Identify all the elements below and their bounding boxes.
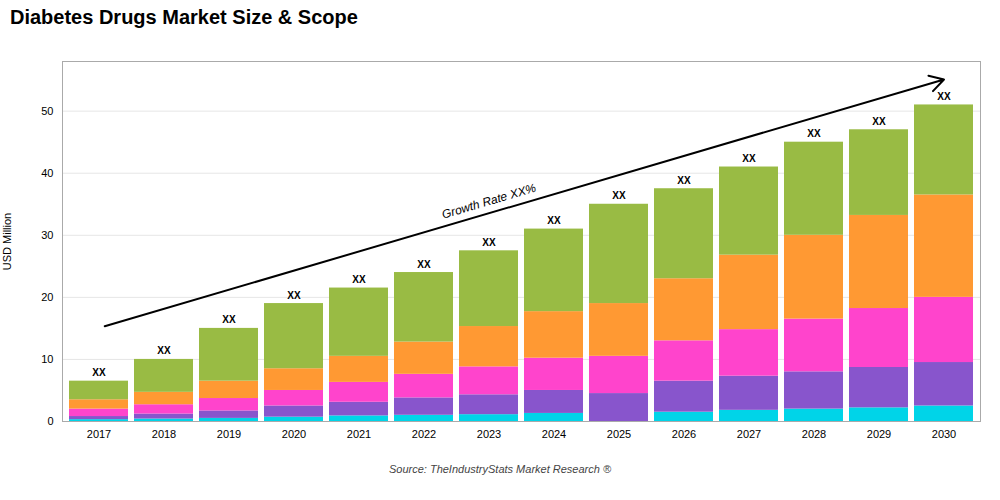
svg-text:20: 20 xyxy=(41,291,53,303)
svg-text:2028: 2028 xyxy=(802,428,826,440)
svg-text:2019: 2019 xyxy=(217,428,241,440)
svg-text:Growth Rate XX%: Growth Rate XX% xyxy=(440,181,538,222)
svg-text:2022: 2022 xyxy=(412,428,436,440)
html-text:Diabetes Drugs Market Size & S: Diabetes Drugs Market Size & Scope xyxy=(10,6,358,28)
svg-text:XX: XX xyxy=(612,190,626,201)
svg-text:2017: 2017 xyxy=(87,428,111,440)
svg-text:2018: 2018 xyxy=(152,428,176,440)
svg-text:2024: 2024 xyxy=(542,428,566,440)
svg-text:XX: XX xyxy=(287,290,301,301)
svg-text:40: 40 xyxy=(41,167,53,179)
svg-text:XX: XX xyxy=(157,345,171,356)
svg-text:2025: 2025 xyxy=(607,428,631,440)
svg-text:2023: 2023 xyxy=(477,428,501,440)
svg-text:XX: XX xyxy=(937,91,951,102)
svg-text:XX: XX xyxy=(742,153,756,164)
svg-text:XX: XX xyxy=(807,128,821,139)
svg-text:2030: 2030 xyxy=(932,428,956,440)
svg-text:XX: XX xyxy=(92,367,106,378)
svg-text:USD Million: USD Million xyxy=(1,213,13,270)
svg-text:0: 0 xyxy=(47,415,53,427)
svg-text:10: 10 xyxy=(41,353,53,365)
svg-text:XX: XX xyxy=(482,237,496,248)
svg-text:XX: XX xyxy=(352,274,366,285)
svg-text:30: 30 xyxy=(41,229,53,241)
svg-text:50: 50 xyxy=(41,105,53,117)
svg-text:2027: 2027 xyxy=(737,428,761,440)
svg-text:2029: 2029 xyxy=(867,428,891,440)
svg-text:2021: 2021 xyxy=(347,428,371,440)
svg-text:XX: XX xyxy=(417,259,431,270)
svg-text:XX: XX xyxy=(547,215,561,226)
svg-text:XX: XX xyxy=(872,116,886,127)
svg-text:2026: 2026 xyxy=(672,428,696,440)
svg-text:XX: XX xyxy=(677,175,691,186)
html-text:Source: TheIndustryStats Marke: Source: TheIndustryStats Market Research… xyxy=(389,463,611,475)
svg-text:XX: XX xyxy=(222,314,236,325)
svg-text:2020: 2020 xyxy=(282,428,306,440)
